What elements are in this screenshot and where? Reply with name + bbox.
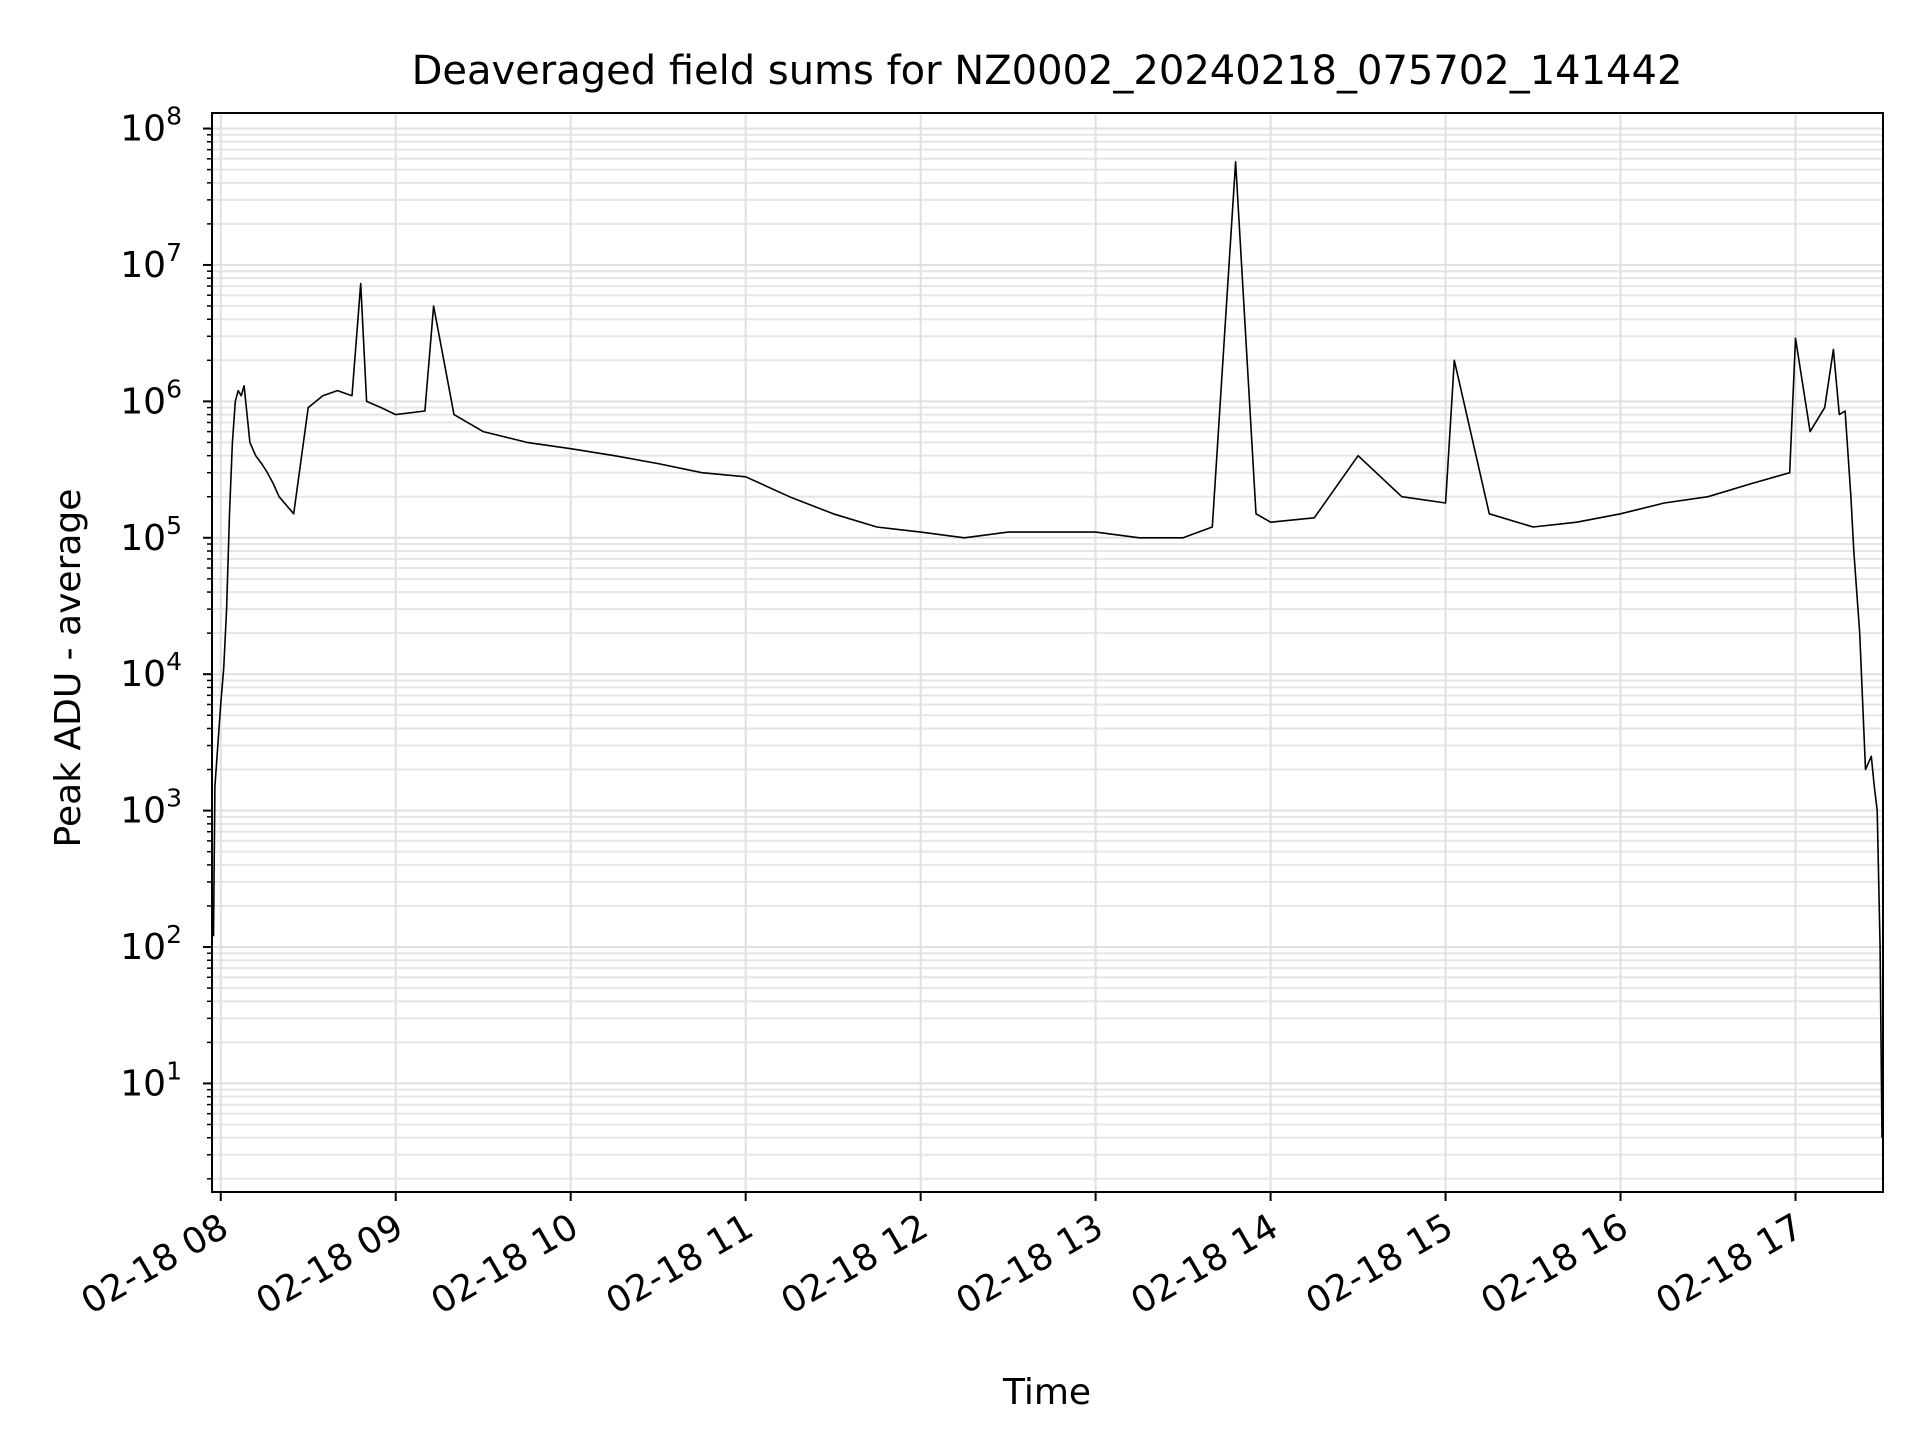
series-layer: [212, 161, 1883, 1138]
y-tick-label: 105: [120, 511, 182, 559]
x-axis-label: Time: [1002, 1372, 1091, 1413]
series-line: [212, 161, 1883, 1138]
y-tick-label: 102: [120, 920, 182, 968]
y-tick-label: 108: [120, 102, 182, 150]
y-tick-label: 103: [120, 784, 182, 832]
y-tick-label: 101: [120, 1056, 182, 1104]
plot-frame: [211, 112, 1884, 1193]
y-tick-label: 107: [120, 238, 182, 286]
y-tick-label: 104: [120, 647, 182, 695]
y-axis-label: Peak ADU - average: [48, 489, 89, 848]
chart-title: Deaveraged field sums for NZ0002_2024021…: [412, 48, 1683, 94]
grid: [212, 113, 1883, 1192]
y-tick-label: 106: [120, 374, 182, 422]
